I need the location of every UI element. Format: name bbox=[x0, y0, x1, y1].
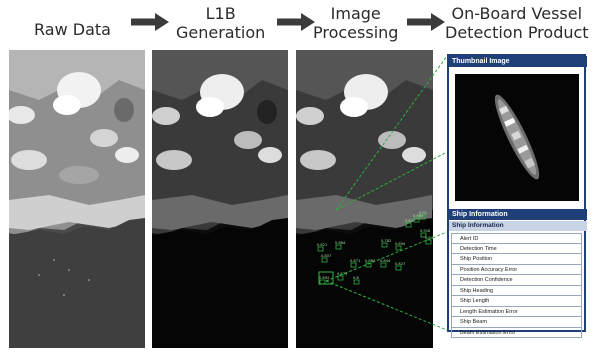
ship-info-header: Ship Information bbox=[449, 209, 587, 220]
ship-field-ship-beam: Ship Beam bbox=[451, 317, 582, 328]
step-label-raw-data: Raw Data bbox=[34, 20, 111, 39]
ship-field-ship-heading: Ship Heading bbox=[451, 285, 582, 296]
vessel-detection-product-card: Thumbnail Image Ship Information Ship In… bbox=[447, 54, 587, 338]
detection-confidence-label: 0.884 bbox=[335, 241, 346, 245]
processed-image-with-detections: 0.91 0.893 0.83 0.821 0.884 0.782 0.894 0.916 0.… bbox=[296, 50, 433, 348]
flow-arrow-1 bbox=[131, 13, 169, 31]
detection-confidence-label: 0.894 bbox=[395, 242, 406, 246]
detection-box bbox=[419, 214, 426, 220]
step-label-image-processing: Image Processing bbox=[313, 4, 398, 42]
ship-info-subheader: Ship Information bbox=[449, 221, 587, 231]
detection-confidence-label: 0.827 bbox=[395, 262, 405, 266]
detection-confidence-label: 0.8 bbox=[353, 276, 359, 280]
step-label-l1b-generation: L1B Generation bbox=[176, 4, 265, 42]
detection-confidence-label: 0.83 bbox=[405, 219, 413, 223]
raw-data-satellite-image bbox=[9, 50, 145, 348]
ship-field-detection-time: Detection Time bbox=[451, 243, 582, 254]
step-label-line1: L1B bbox=[205, 4, 236, 23]
detection-confidence-label: 0.807 bbox=[321, 254, 331, 258]
detection-confidence-label: 0.782 bbox=[381, 239, 391, 243]
step-label-line2: Generation bbox=[176, 23, 266, 42]
detection-confidence-label: 0.893 bbox=[413, 214, 423, 218]
ship-field-beam-estimation-error: Beam Estimation Error bbox=[451, 327, 582, 338]
ship-field-ship-length: Ship Length bbox=[451, 296, 582, 307]
detection-box bbox=[317, 246, 324, 252]
ship-field-ship-position: Ship Position bbox=[451, 254, 582, 265]
detection-confidence-label: 0.91 bbox=[419, 211, 427, 215]
detection-confidence-label: 0.916 bbox=[420, 229, 431, 233]
detection-confidence-label: 0.864 bbox=[365, 259, 376, 263]
ship-thumbnail-image bbox=[455, 74, 579, 201]
detection-confidence-label: 0.844 bbox=[380, 259, 391, 263]
detection-confidence-label: 0.879 bbox=[337, 272, 348, 276]
l1b-satellite-image bbox=[152, 50, 288, 348]
detection-box bbox=[405, 222, 412, 228]
flow-arrow-3 bbox=[407, 13, 445, 31]
flow-arrow-2 bbox=[277, 13, 315, 31]
step-label-line1: Image bbox=[330, 4, 381, 23]
thumbnail-header: Thumbnail Image bbox=[449, 56, 587, 67]
detection-confidence-label: 0.892 bbox=[319, 276, 329, 280]
step-label-vessel-detection-product: On-Board Vessel Detection Product bbox=[445, 4, 589, 42]
step-label-line2: Processing bbox=[313, 23, 399, 42]
ship-info-list: Alert ID Detection Time Ship Position Po… bbox=[451, 233, 582, 338]
detection-confidence-label: 0.871 bbox=[350, 259, 360, 263]
detection-confidence-label: 0.821 bbox=[317, 243, 327, 247]
detection-confidence-label: 0.845 bbox=[425, 236, 433, 240]
ship-field-alert-id: Alert ID bbox=[451, 233, 582, 244]
ship-field-length-estimation-error: Length Estimation Error bbox=[451, 306, 582, 317]
ship-field-position-accuracy-error: Position Accuracy Error bbox=[451, 264, 582, 275]
ship-field-detection-confidence: Detection Confidence bbox=[451, 275, 582, 286]
detection-box bbox=[413, 217, 420, 223]
step-label-line1: On-Board Vessel bbox=[451, 4, 583, 23]
step-label-line2: Detection Product bbox=[445, 23, 589, 42]
step-label-line1: Raw Data bbox=[34, 20, 111, 39]
